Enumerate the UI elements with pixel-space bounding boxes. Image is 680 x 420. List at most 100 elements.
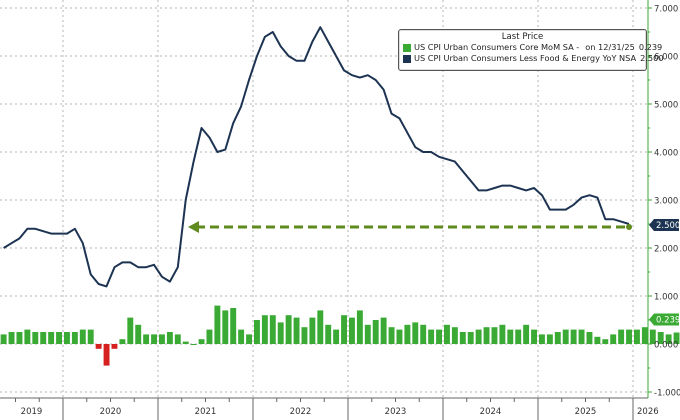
mom-bar [111,344,118,349]
svg-text:2.500: 2.500 [656,221,680,231]
mom-bar [79,329,86,344]
mom-bar [277,322,284,344]
mom-bar [32,332,39,344]
mom-bar [475,329,482,344]
mom-bar [143,334,150,344]
mom-bar [483,327,490,344]
y-tick-label: 0.000 [654,341,678,351]
legend-item-yoy: US CPI Urban Consumers Less Food & Energ… [399,53,664,64]
svg-text:0.239: 0.239 [656,316,680,326]
mom-bar [665,334,672,344]
mom-bar [499,324,506,344]
mom-bar [657,332,664,344]
mom-bar [586,332,593,344]
mom-bar [159,334,165,344]
legend-item-mom: US CPI Urban Consumers Core MoM SA - on … [399,42,662,53]
legend-value-yoy: 2.500 [640,53,664,63]
mom-bar [436,329,442,344]
mom-bar [246,334,252,344]
mom-bar [56,332,62,344]
mom-bar [214,305,221,344]
legend-label-yoy: US CPI Urban Consumers Less Food & Energ… [414,53,637,63]
mom-bar [396,329,403,344]
mom-bar [71,332,78,344]
y-tick-label: 6.000 [654,53,678,63]
mom-bar [285,315,292,344]
mom-bar [325,324,332,344]
mom-bar [87,329,94,344]
legend-title: Last Price [501,32,544,42]
mom-bar [261,315,268,344]
mom-bar [594,336,601,344]
mom-bar [309,317,316,344]
mom-bar [222,310,229,344]
y-tick-label: 5.000 [654,101,678,111]
mom-bar [40,332,47,344]
x-year-label: 2021 [195,407,217,417]
x-year-label: 2024 [480,407,502,417]
mom-bar [578,329,585,344]
mom-bar [562,329,569,344]
y-tick-label: 7.000 [654,5,678,15]
mom-bar [420,324,427,344]
mom-bar [467,332,474,344]
mom-bar [380,317,387,344]
mom-bar [119,339,126,344]
mom-bar [0,334,7,344]
mom-bar [515,329,522,344]
mom-bar [230,308,237,344]
mom-bar [95,344,102,349]
green-swatch-icon [403,43,411,52]
yoy-last-value-badge: 2.500 [649,219,680,231]
mom-bar [428,329,435,344]
x-year-label: 2025 [575,407,597,417]
mom-bar [404,324,411,344]
mom-bar [610,334,617,344]
mom-bar [641,327,648,344]
mom-bar [174,334,181,344]
mom-bar [198,339,205,344]
mom-bar [626,329,632,344]
mom-bar [412,322,419,344]
mom-bar [356,310,363,344]
mom-bar [48,332,55,344]
mom-bar [523,324,530,344]
mom-bar [190,344,197,345]
mom-bars [0,305,680,366]
x-year-label: 2022 [290,407,312,417]
mom-bar [451,327,458,344]
mom-bar [349,317,355,344]
mom-bar [317,310,324,344]
mom-bar [531,329,537,344]
x-year-label: 2023 [385,407,407,417]
mom-bar [238,329,245,344]
legend: Last Price US CPI Urban Consumers Core M… [398,29,664,71]
mom-bar [269,315,276,344]
mom-bar [206,329,213,344]
legend-date: on 12/31/25 [585,42,635,52]
mom-bar [546,334,553,344]
mom-bar [8,332,15,344]
dashed-arrow-annotation [188,221,633,233]
legend-label-mom: US CPI Urban Consumers Core MoM SA - [414,42,580,52]
yoy-line [3,26,630,288]
mom-bar [151,334,157,344]
mom-bar [333,329,340,344]
mom-bar [372,320,379,344]
x-year-label: 2026 [637,407,659,417]
mom-bar [182,341,189,344]
mom-bar [634,329,640,344]
y-tick-label: -1.000 [654,389,680,399]
mom-bar [459,332,466,344]
mom-bar [301,327,308,344]
y-tick-label: 2.000 [654,245,678,255]
mom-bar [539,334,545,344]
mom-bar [64,332,70,344]
mom-bar [166,332,173,344]
mom-bar [491,327,498,344]
mom-bar [444,324,450,344]
mom-bar [507,329,514,344]
y-tick-label: 3.000 [654,197,678,207]
